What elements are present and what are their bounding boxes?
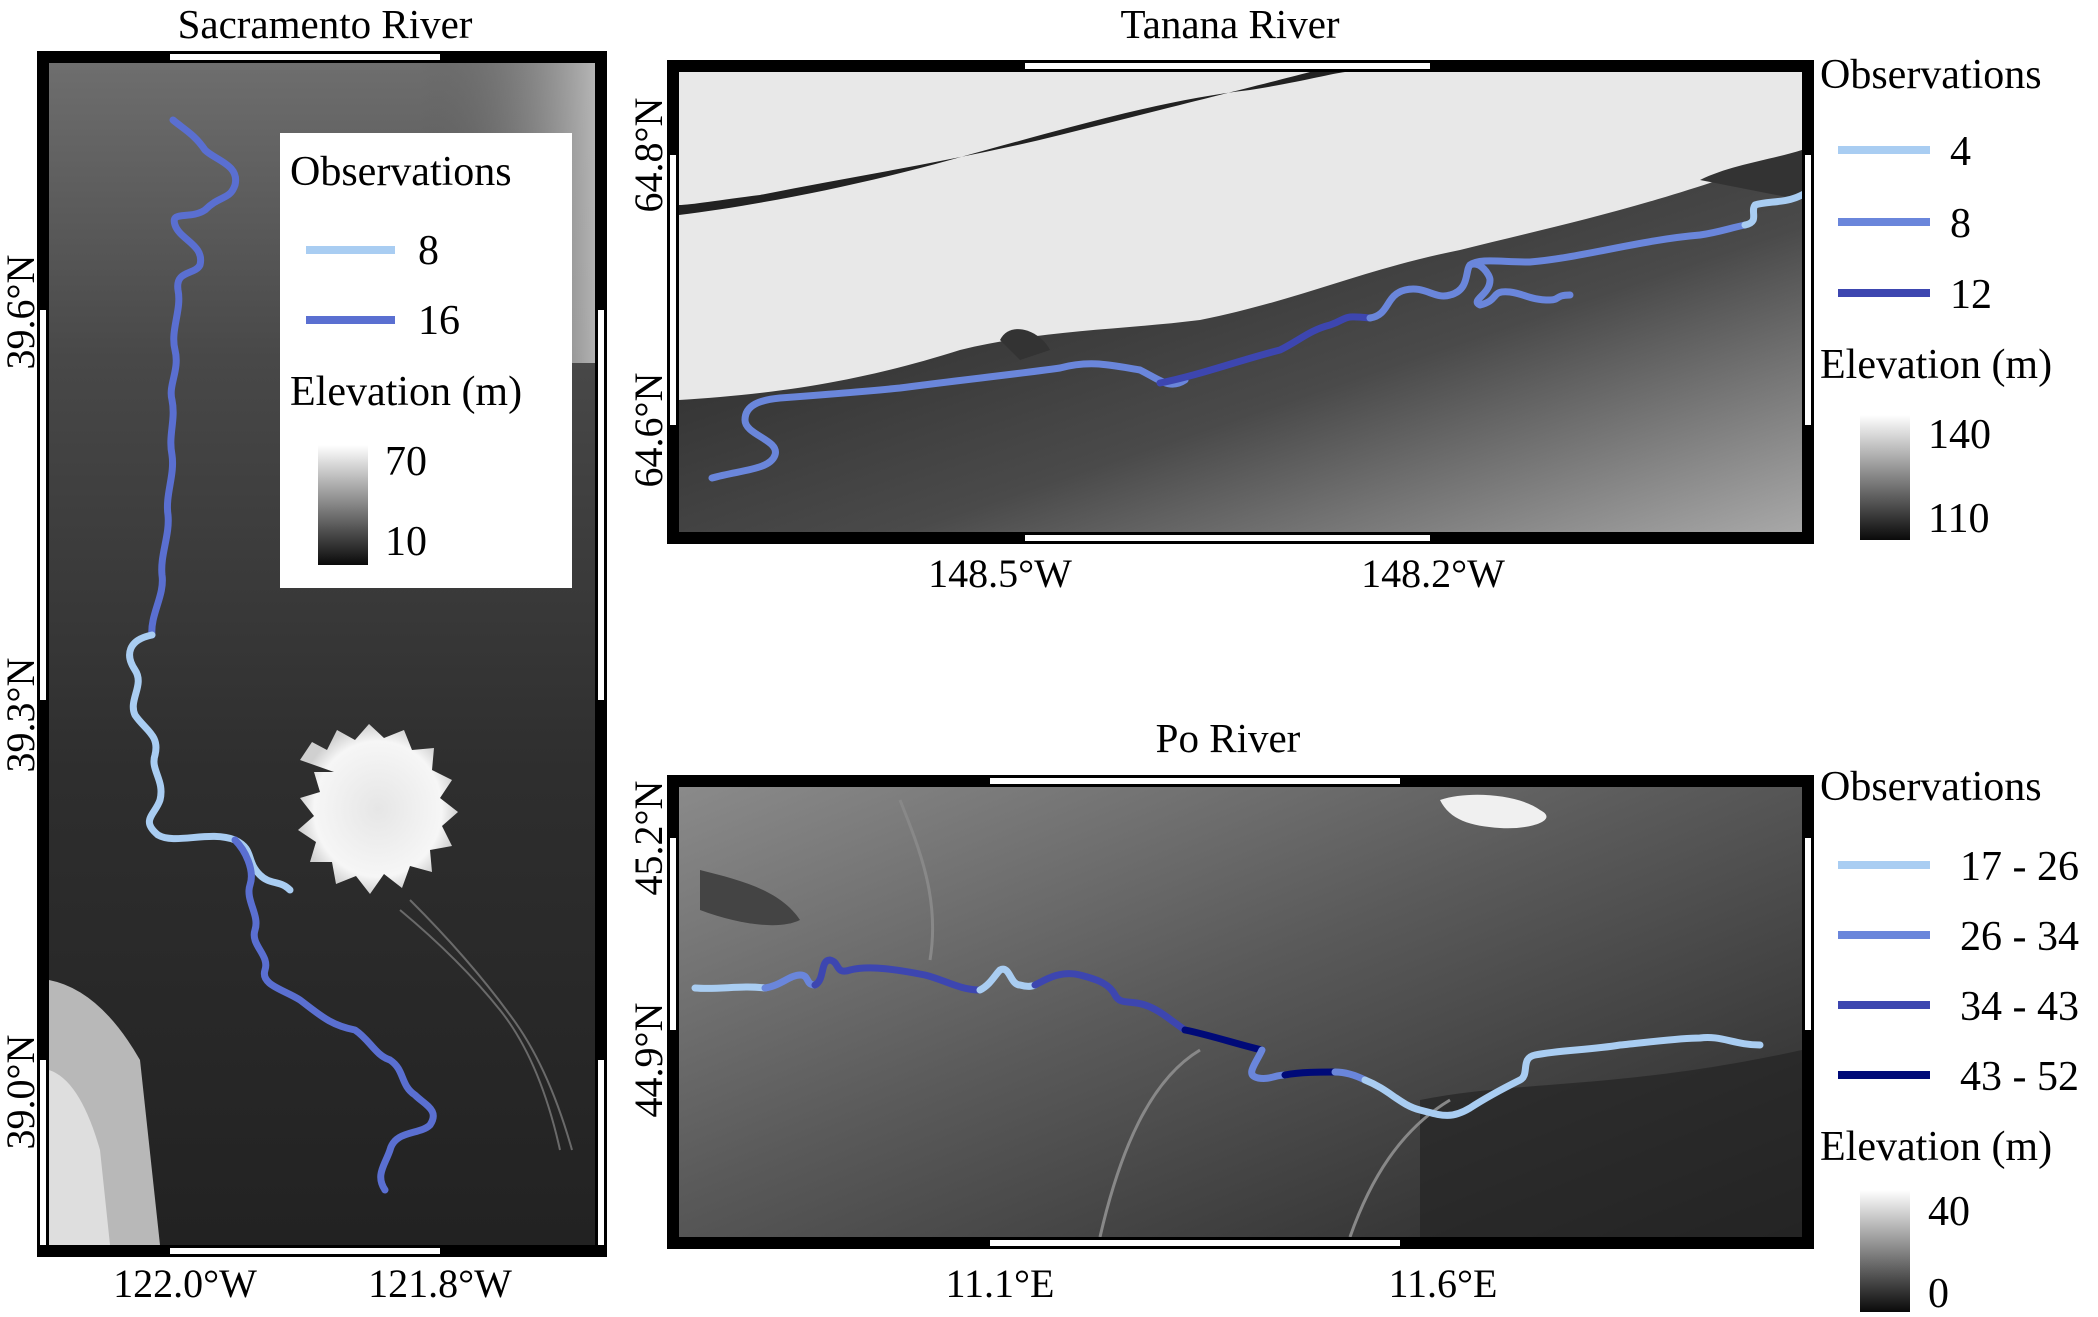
po-elev-max: 40 xyxy=(1928,1189,1970,1235)
sacramento-obs-title: Observations xyxy=(290,149,512,195)
tanana-elev-title: Elevation (m) xyxy=(1820,342,2052,388)
sacramento-panel: Sacramento River 122.0°W 121.8°W 3 xyxy=(0,1,607,1306)
tanana-lon-tick-2: 148.2°W xyxy=(1361,551,1505,596)
tanana-legend-label-1: 4 xyxy=(1950,129,1971,175)
po-river-segment-43-52a xyxy=(1181,1026,1266,1054)
sacramento-legend-label-2: 16 xyxy=(418,298,460,344)
tanana-river-segment-8b xyxy=(1366,260,1574,322)
po-obs-title: Observations xyxy=(1820,764,2042,810)
po-lat-tick-2: 44.9°N xyxy=(626,1003,671,1118)
po-river-segment-43-52b xyxy=(1281,1068,1339,1079)
sacramento-legend: Observations 8 16 Elevation (m) 70 10 xyxy=(280,133,572,588)
po-title: Po River xyxy=(1156,715,1301,761)
tanana-river-segment-4 xyxy=(1741,190,1802,229)
po-legend: Observations 17 - 26 26 - 34 34 - 43 43 … xyxy=(1820,764,2079,1317)
tanana-lat-tick-1: 64.8°N xyxy=(626,98,671,213)
sacramento-elev-min: 10 xyxy=(385,519,427,565)
sacramento-lon-tick-1: 122.0°W xyxy=(113,1261,257,1306)
po-frame xyxy=(667,775,1814,1249)
po-lon-tick-2: 11.6°E xyxy=(1389,1261,1498,1306)
sacramento-frame xyxy=(37,51,607,1257)
po-lat-tick-1: 45.2°N xyxy=(626,781,671,896)
tanana-obs-title: Observations xyxy=(1820,52,2042,98)
po-river-segment-26-34b xyxy=(1248,1046,1289,1082)
tanana-panel: Tanana River 148.5°W 148.2°W 64.8°N 64.6… xyxy=(626,1,2052,596)
po-lon-tick-1: 11.1°E xyxy=(946,1261,1055,1306)
po-river-segment-17-26c xyxy=(1361,1033,1764,1119)
tanana-elev-max: 140 xyxy=(1928,412,1991,458)
po-legend-label-3: 34 - 43 xyxy=(1960,984,2079,1030)
tanana-river-segment-12a xyxy=(1156,313,1374,387)
sacramento-river-segment-16b xyxy=(231,836,437,1194)
sacramento-lon-tick-2: 121.8°W xyxy=(368,1261,512,1306)
po-map xyxy=(679,787,1802,1237)
tanana-elevation-colorbar xyxy=(1860,415,1910,540)
po-panel: Po River 11. xyxy=(626,715,2079,1317)
tanana-title: Tanana River xyxy=(1120,1,1339,47)
po-elev-min: 0 xyxy=(1928,1271,1949,1317)
po-river-segment-34-43b xyxy=(1031,970,1189,1034)
tanana-legend-label-2: 8 xyxy=(1950,201,1971,247)
sutter-buttes xyxy=(298,724,458,894)
tanana-lat-tick-2: 64.6°N xyxy=(626,373,671,488)
sacramento-elev-title: Elevation (m) xyxy=(290,369,522,415)
po-river-segment-17-26b xyxy=(976,965,1039,994)
sacramento-title: Sacramento River xyxy=(178,1,473,47)
po-river-segment-26-34a xyxy=(761,971,819,992)
sacramento-legend-label-1: 8 xyxy=(418,228,439,274)
po-river-segment-17-26a xyxy=(691,983,769,992)
sacramento-elevation-colorbar xyxy=(318,445,368,565)
tanana-river-segment-8a xyxy=(708,360,1189,482)
tanana-legend-label-3: 12 xyxy=(1950,272,1992,318)
po-river-segment-34-43a xyxy=(811,956,984,994)
po-legend-label-2: 26 - 34 xyxy=(1960,914,2079,960)
sacramento-elev-max: 70 xyxy=(385,439,427,485)
sacramento-river-segment-16 xyxy=(148,116,240,639)
tanana-lon-tick-1: 148.5°W xyxy=(928,551,1072,596)
po-legend-label-4: 43 - 52 xyxy=(1960,1054,2079,1100)
sacramento-lat-tick-1: 39.6°N xyxy=(0,255,43,370)
tanana-elev-min: 110 xyxy=(1928,496,1989,542)
tanana-river-segment-8c xyxy=(1466,221,1749,269)
sacramento-lat-tick-3: 39.0°N xyxy=(0,1035,43,1150)
sacramento-lat-tick-2: 39.3°N xyxy=(0,658,43,773)
po-elev-title: Elevation (m) xyxy=(1820,1124,2052,1170)
tanana-frame xyxy=(667,60,1814,544)
tanana-map xyxy=(679,72,1802,532)
po-legend-label-1: 17 - 26 xyxy=(1960,844,2079,890)
po-elevation-colorbar xyxy=(1860,1190,1910,1312)
tanana-legend: Observations 4 8 12 Elevation (m) 140 11… xyxy=(1820,52,2052,542)
